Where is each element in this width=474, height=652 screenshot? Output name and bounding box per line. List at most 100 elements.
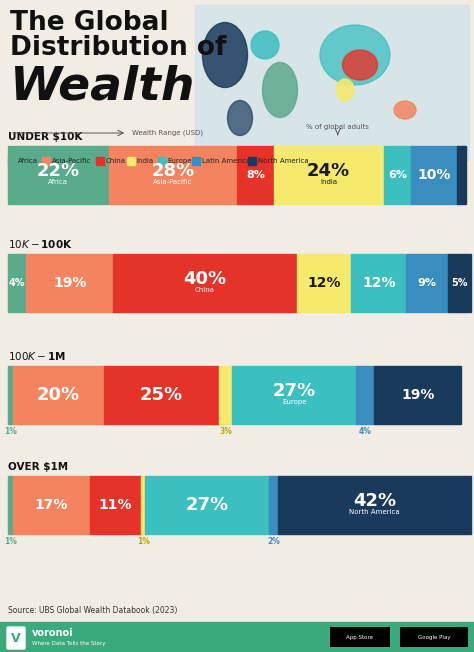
Bar (192, 157, 200, 165)
Text: 17%: 17% (35, 498, 68, 512)
Bar (8, 366, 13, 424)
Text: Google Play: Google Play (418, 634, 450, 640)
Bar (109, 146, 237, 204)
Bar (352, 254, 407, 312)
Bar (237, 146, 273, 204)
Text: 40%: 40% (183, 270, 227, 288)
Bar (146, 476, 269, 534)
Text: North America: North America (258, 158, 309, 164)
Text: India: India (137, 158, 154, 164)
Text: 28%: 28% (151, 162, 194, 180)
Bar (269, 476, 278, 534)
Bar (411, 146, 457, 204)
Bar (157, 157, 165, 165)
Text: 27%: 27% (273, 382, 316, 400)
Text: Distribution of: Distribution of (10, 35, 227, 61)
Bar (195, 5, 469, 160)
Text: 4%: 4% (359, 427, 372, 436)
Ellipse shape (394, 101, 416, 119)
Text: 19%: 19% (53, 276, 87, 290)
Text: 27%: 27% (186, 496, 229, 514)
Ellipse shape (320, 25, 390, 85)
Bar (42, 157, 50, 165)
Bar (141, 476, 146, 534)
Text: China: China (106, 158, 126, 164)
Text: 12%: 12% (362, 276, 396, 290)
Text: Africa: Africa (48, 179, 68, 185)
Bar (91, 476, 141, 534)
Bar (8, 476, 13, 534)
Ellipse shape (336, 79, 354, 101)
Bar (219, 366, 232, 424)
Bar (104, 366, 219, 424)
Text: 42%: 42% (353, 492, 396, 510)
Ellipse shape (263, 63, 298, 117)
Text: Wealth Range (USD): Wealth Range (USD) (132, 130, 203, 136)
Bar (0, 622, 474, 652)
Ellipse shape (202, 23, 247, 87)
Ellipse shape (343, 50, 377, 80)
Ellipse shape (251, 31, 279, 59)
Text: India: India (320, 179, 337, 185)
Bar (273, 146, 383, 204)
Text: OVER $1M: OVER $1M (8, 462, 68, 472)
Text: voronoi: voronoi (32, 629, 73, 638)
Text: 8%: 8% (246, 170, 265, 180)
Text: $100K - $1M: $100K - $1M (8, 350, 66, 362)
Bar (232, 366, 356, 424)
Text: 6%: 6% (388, 170, 407, 180)
Bar (113, 254, 297, 312)
Text: Wealth: Wealth (10, 65, 195, 110)
Ellipse shape (228, 100, 253, 136)
Text: 9%: 9% (418, 278, 437, 288)
Text: 3%: 3% (219, 427, 232, 436)
Text: 12%: 12% (307, 276, 341, 290)
Text: Europe: Europe (168, 158, 192, 164)
Text: The Global: The Global (10, 10, 169, 36)
Text: North America: North America (349, 509, 400, 515)
Text: 20%: 20% (37, 386, 80, 404)
Bar (13, 476, 91, 534)
FancyBboxPatch shape (7, 627, 25, 649)
Text: 1%: 1% (4, 427, 17, 436)
Text: 1%: 1% (4, 537, 17, 546)
Text: Asia-Pacific: Asia-Pacific (153, 179, 192, 185)
Text: Europe: Europe (282, 399, 307, 405)
Text: V: V (11, 632, 21, 644)
Text: 1%: 1% (137, 537, 150, 546)
Text: 5%: 5% (451, 278, 467, 288)
Text: Latin America: Latin America (202, 158, 250, 164)
Bar (27, 254, 113, 312)
Bar (297, 254, 352, 312)
Text: Africa: Africa (18, 158, 38, 164)
Text: 19%: 19% (401, 388, 435, 402)
Text: Asia-Pacific: Asia-Pacific (52, 158, 91, 164)
Text: China: China (195, 287, 215, 293)
Text: $10K - $100K: $10K - $100K (8, 238, 73, 250)
Bar (8, 254, 27, 312)
Text: UNDER $10K: UNDER $10K (8, 132, 82, 142)
Bar (127, 157, 135, 165)
Text: Where Data Tells the Story: Where Data Tells the Story (32, 641, 105, 646)
Bar (356, 366, 374, 424)
Text: Source: UBS Global Wealth Databook (2023): Source: UBS Global Wealth Databook (2023… (8, 606, 177, 615)
Bar (383, 146, 411, 204)
Bar (248, 157, 256, 165)
Bar (447, 254, 471, 312)
Text: 4%: 4% (9, 278, 26, 288)
Bar (407, 254, 447, 312)
Text: 24%: 24% (307, 162, 350, 180)
Bar (400, 627, 468, 647)
Text: 11%: 11% (99, 498, 132, 512)
Bar (13, 366, 104, 424)
Text: App Store: App Store (346, 634, 374, 640)
Bar (8, 157, 16, 165)
Bar (330, 627, 390, 647)
Text: % of global adults: % of global adults (306, 124, 369, 130)
Bar (278, 476, 471, 534)
Bar (96, 157, 104, 165)
Text: 2%: 2% (267, 537, 280, 546)
Text: 25%: 25% (140, 386, 183, 404)
Bar (8, 146, 109, 204)
Bar (457, 146, 466, 204)
